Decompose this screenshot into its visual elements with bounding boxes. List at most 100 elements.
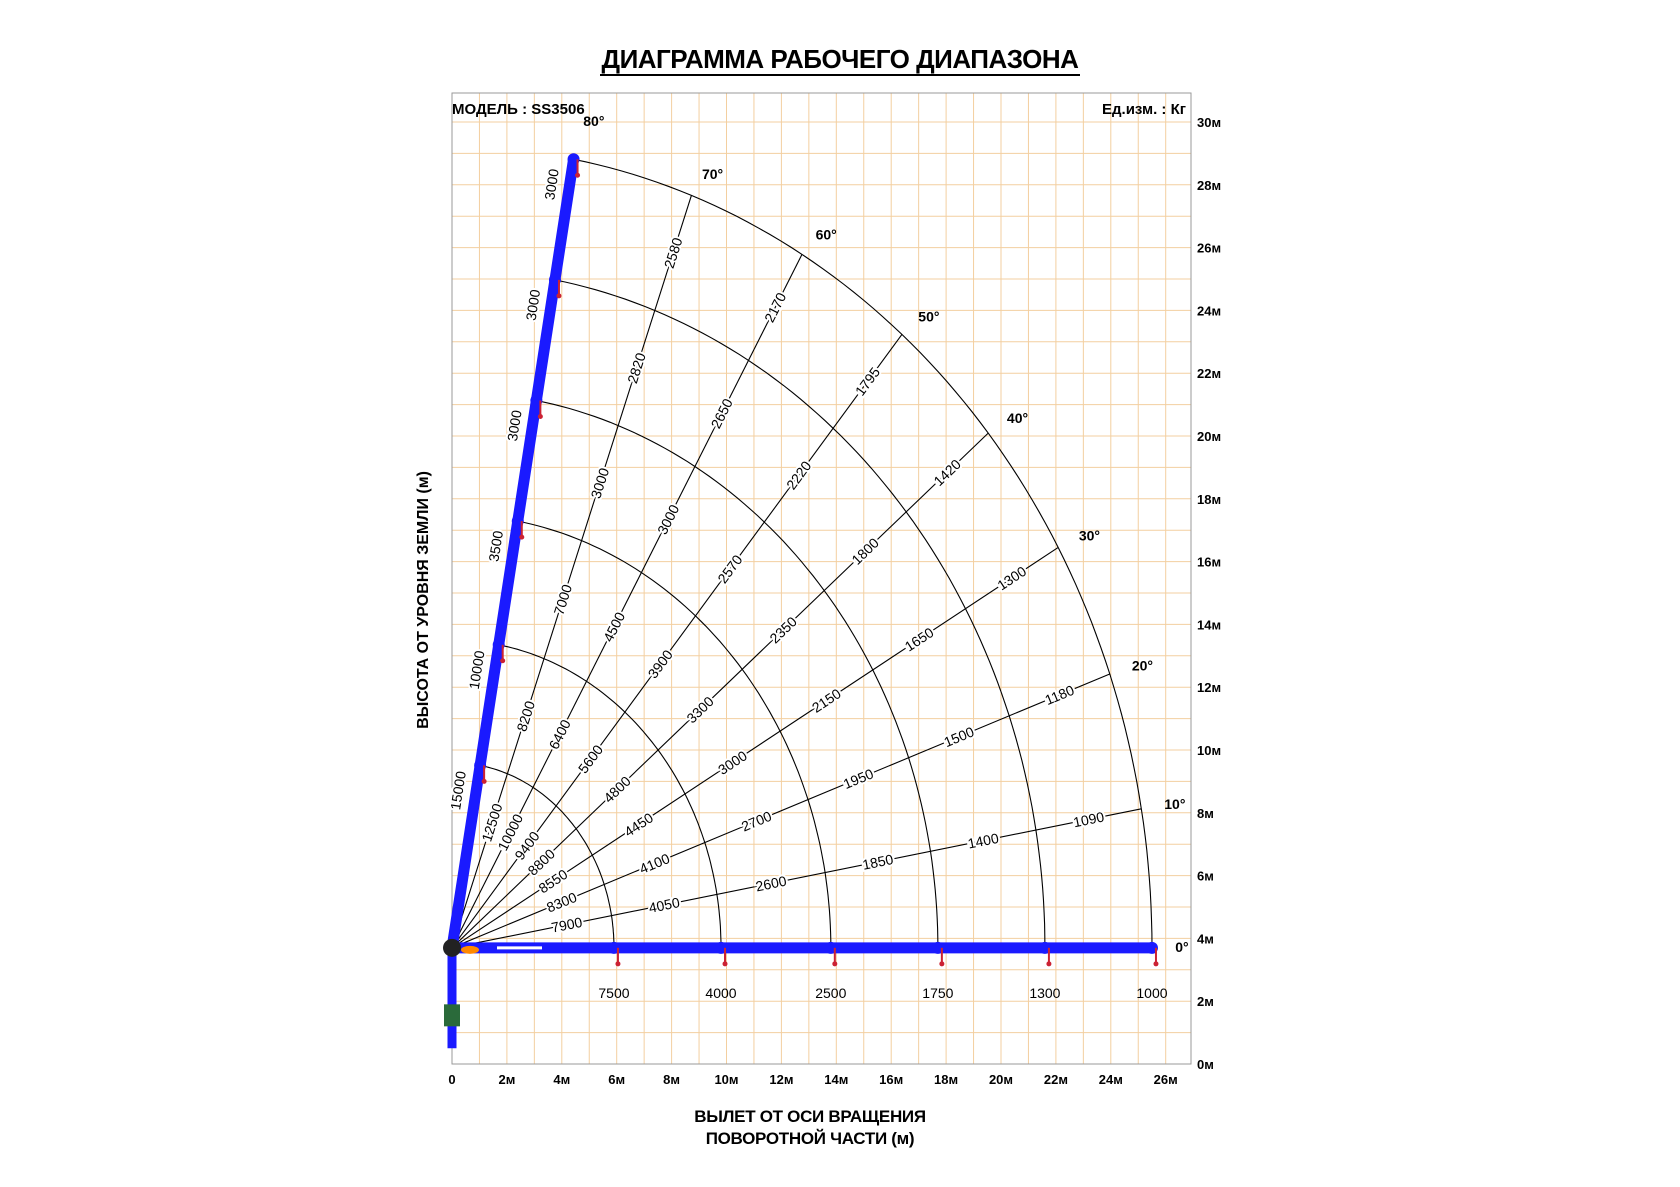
hook-icon — [615, 961, 621, 967]
angle-label: 30° — [1079, 527, 1100, 543]
load-value: 1090 — [1072, 808, 1106, 830]
boom-arc — [573, 158, 1153, 948]
horizontal-load-value: 1300 — [1029, 985, 1060, 1001]
y-axis-title: ВЫСОТА ОТ УРОВНЯ ЗЕМЛИ (м) — [415, 471, 432, 729]
load-value: 2650 — [708, 396, 736, 431]
angle-ray — [451, 808, 1142, 949]
crane-pivot — [443, 938, 461, 957]
hook-icon — [1153, 961, 1159, 967]
x-tick-label: 12м — [769, 1072, 793, 1087]
angle-ray — [451, 432, 989, 949]
load-value: 4100 — [637, 850, 672, 877]
load-value: 3000 — [715, 747, 750, 778]
grid — [451, 92, 1192, 1065]
load-value: 3000 — [504, 409, 525, 442]
hook-icon — [500, 658, 506, 664]
load-value: 2150 — [809, 685, 844, 716]
angle-label: 20° — [1132, 657, 1153, 673]
y-tick-label: 14м — [1197, 617, 1221, 632]
y-tick-label: 28м — [1197, 178, 1221, 193]
load-value: 2570 — [714, 552, 745, 587]
load-value: 1850 — [861, 851, 895, 873]
y-tick-label: 24м — [1197, 303, 1221, 318]
y-tick-label: 18м — [1197, 492, 1221, 507]
crane-boom — [443, 153, 1159, 1049]
hook-icon — [537, 413, 543, 419]
load-value: 3000 — [654, 502, 682, 537]
hook-icon — [556, 293, 562, 299]
load-value: 3000 — [541, 168, 562, 201]
angle-ray — [451, 254, 803, 949]
hook-icon — [832, 961, 838, 967]
units-label: Ед.изм. : Кг — [1102, 101, 1186, 118]
hook-icon — [519, 534, 525, 540]
load-value: 1400 — [966, 830, 1000, 852]
hook-icon — [1046, 961, 1052, 967]
angle-ray — [451, 334, 903, 949]
hook-icon — [722, 961, 728, 967]
angle-ray — [451, 673, 1110, 949]
horizontal-load-value: 1750 — [922, 985, 953, 1001]
load-value: 2580 — [661, 235, 686, 270]
load-value: 6400 — [546, 717, 574, 752]
angle-label: 70° — [702, 166, 723, 182]
hook-icon — [575, 172, 581, 178]
diagram-title-text: ДИАГРАММА РАБОЧЕГО ДИАПАЗОНА — [599, 44, 1081, 76]
x-tick-label: 22м — [1044, 1072, 1068, 1087]
crane-base — [444, 1004, 460, 1027]
x-tick-label: 10м — [714, 1072, 738, 1087]
x-tick-label: 14м — [824, 1072, 848, 1087]
y-tick-label: 26м — [1197, 241, 1221, 256]
x-tick-label: 26м — [1154, 1072, 1178, 1087]
boom-length-arcs — [479, 158, 1153, 948]
x-tick-label: 8м — [663, 1072, 680, 1087]
x-tick-label: 20м — [989, 1072, 1013, 1087]
load-value: 3000 — [588, 466, 613, 501]
hook-icon — [481, 778, 487, 784]
angle-label: 10° — [1164, 796, 1185, 812]
x-tick-label: 2м — [498, 1072, 515, 1087]
angle-label: 0° — [1175, 939, 1188, 955]
load-value: 4500 — [600, 609, 628, 644]
angle-label: 80° — [583, 113, 604, 129]
angle-label: 40° — [1007, 410, 1028, 426]
boom-cylinder — [461, 945, 479, 954]
load-value: 1300 — [994, 563, 1029, 594]
x-tick-label: 16м — [879, 1072, 903, 1087]
hook-icon — [939, 961, 945, 967]
y-tick-label: 12м — [1197, 680, 1221, 695]
load-value: 1950 — [841, 765, 876, 792]
horizontal-load-value: 2500 — [815, 985, 846, 1001]
x-tick-label: 4м — [553, 1072, 570, 1087]
load-value: 1650 — [902, 624, 937, 655]
y-tick-label: 22м — [1197, 366, 1221, 381]
diagram-title: ДИАГРАММА РАБОЧЕГО ДИАПАЗОНА — [0, 44, 1680, 76]
load-value: 15000 — [447, 770, 469, 811]
x-tick-label: 6м — [608, 1072, 625, 1087]
load-value: 2820 — [624, 351, 649, 386]
load-value: 2700 — [739, 808, 774, 835]
y-tick-label: 10м — [1197, 743, 1221, 758]
y-tick-label: 20м — [1197, 429, 1221, 444]
angle-rays — [451, 195, 1142, 949]
y-tick-label: 2м — [1197, 994, 1214, 1009]
load-value: 2170 — [761, 290, 789, 325]
load-value: 3500 — [485, 529, 506, 562]
x-tick-label: 0 — [448, 1072, 455, 1087]
x-axis-title-line2: ПОВОРОТНОЙ ЧАСТИ (м) — [705, 1129, 915, 1148]
angle-ray — [451, 195, 692, 948]
angle-ray — [451, 547, 1059, 949]
load-value: 7000 — [550, 582, 575, 617]
load-value: 1180 — [1043, 682, 1077, 708]
y-tick-label: 4м — [1197, 931, 1214, 946]
load-value: 1500 — [941, 723, 976, 750]
y-tick-label: 30м — [1197, 115, 1221, 130]
angle-label: 50° — [918, 309, 939, 325]
y-tick-label: 8м — [1197, 806, 1214, 821]
x-tick-label: 18м — [934, 1072, 958, 1087]
x-axis-title-line1: ВЫЛЕТ ОТ ОСИ ВРАЩЕНИЯ — [694, 1107, 926, 1126]
y-tick-label: 16м — [1197, 555, 1221, 570]
y-tick-label: 0м — [1197, 1057, 1214, 1072]
x-tick-label: 24м — [1099, 1072, 1123, 1087]
